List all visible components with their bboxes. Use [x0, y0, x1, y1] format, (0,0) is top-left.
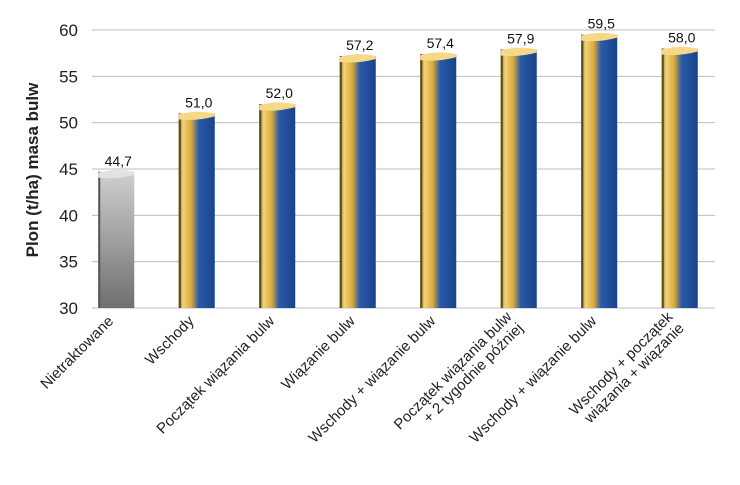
value-labels: 44,7 51,0 52,0 57,2 57,4 57,9 59,5 58,0 — [105, 16, 696, 169]
bar-cap — [500, 47, 537, 57]
y-tick-label: 35 — [59, 253, 78, 272]
bar-edge — [178, 113, 181, 309]
bar-edge — [339, 55, 342, 308]
bar — [420, 52, 457, 308]
category-label-line: Wschody — [142, 312, 198, 368]
category-label: Wschody — [142, 312, 198, 368]
category-label: Nietraktowane — [37, 313, 117, 393]
value-label: 51,0 — [185, 94, 212, 110]
y-tick-label: 60 — [59, 21, 78, 40]
bar-edge — [500, 49, 503, 309]
y-tick-label: 55 — [59, 67, 78, 86]
value-label: 57,9 — [507, 30, 534, 46]
bar-body — [339, 55, 376, 308]
bar-edge — [420, 54, 423, 308]
bar-body — [500, 49, 537, 309]
bar-body — [178, 113, 215, 309]
value-label: 44,7 — [105, 153, 132, 169]
bar-cap — [581, 32, 618, 42]
bar-cap — [259, 102, 296, 111]
bar-cap — [661, 46, 698, 56]
y-axis-title: Plon (t/ha) masa bulw — [23, 82, 42, 258]
bar-body — [581, 34, 618, 309]
category-label-line: Nietraktowane — [37, 313, 117, 393]
bar-cap — [420, 52, 457, 61]
y-tick-label: 30 — [59, 299, 78, 318]
bar-body — [259, 104, 296, 308]
bar — [581, 32, 618, 309]
y-axis-ticks: 30 35 40 45 50 55 60 — [59, 21, 78, 318]
value-label: 57,4 — [427, 35, 454, 51]
bar — [178, 111, 215, 309]
value-label: 58,0 — [668, 30, 695, 46]
y-tick-label: 45 — [59, 160, 78, 179]
bar — [98, 170, 135, 308]
bar-cap — [98, 170, 135, 179]
category-label-line: Wiązanie bulw — [278, 313, 359, 394]
bar — [339, 54, 376, 308]
y-tick-label: 40 — [59, 206, 78, 225]
bar-body — [98, 171, 135, 308]
bars — [98, 32, 698, 309]
bar-body — [420, 54, 457, 308]
bar-edge — [661, 48, 664, 309]
bar — [661, 46, 698, 309]
bar-body — [661, 48, 698, 309]
y-tick-label: 50 — [59, 114, 78, 133]
bar — [259, 102, 296, 308]
value-label: 57,2 — [346, 37, 373, 53]
bar-edge — [98, 171, 101, 308]
bar — [500, 47, 537, 309]
value-label: 52,0 — [266, 85, 293, 101]
category-label-line: wiązania + wiązanie — [580, 320, 687, 427]
bar-cap — [339, 54, 376, 63]
value-label: 59,5 — [588, 16, 615, 32]
bar-edge — [259, 104, 262, 308]
bar-cap — [178, 111, 215, 120]
bar-edge — [581, 34, 584, 309]
category-label: Wiązanie bulw — [278, 313, 359, 394]
